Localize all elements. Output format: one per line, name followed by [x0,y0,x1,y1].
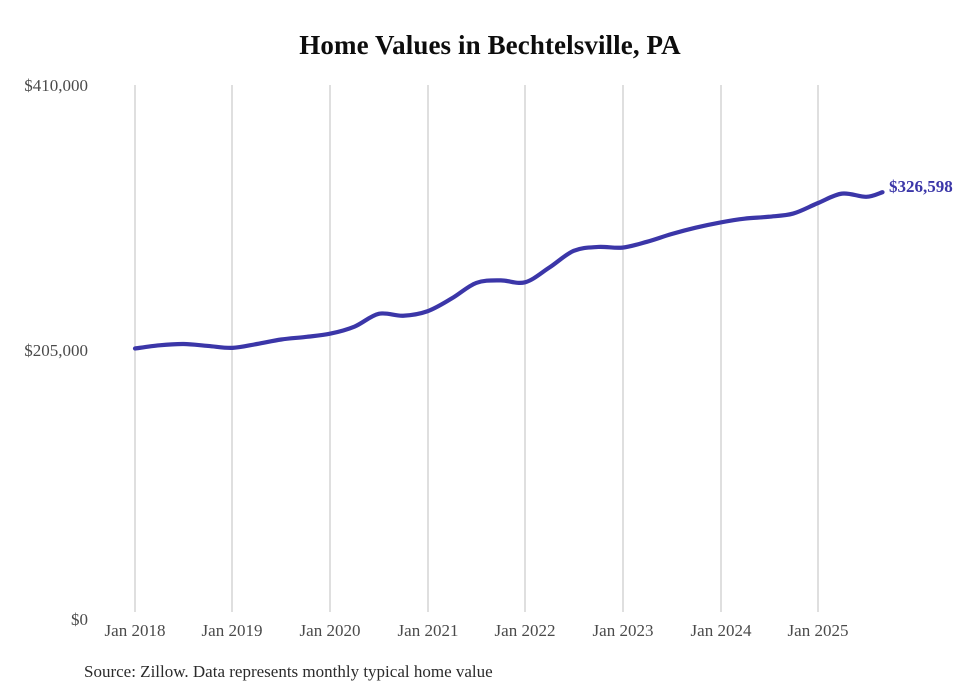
home-value-line [132,190,885,351]
x-tick-label-jan-2024: Jan 2024 [690,621,752,640]
y-tick-label-0: $0 [71,610,88,629]
x-tick-label-jan-2019: Jan 2019 [201,621,263,640]
chart-title: Home Values in Bechtelsville, PA [299,30,681,60]
x-tick-label-jan-2022: Jan 2022 [494,621,556,640]
x-tick-label-jan-2025: Jan 2025 [787,621,849,640]
x-tick-label-jan-2023: Jan 2023 [592,621,654,640]
y-tick-label-410000: $410,000 [24,76,88,95]
y-tick-label-205000: $205,000 [24,341,88,360]
x-tick-label-jan-2021: Jan 2021 [397,621,459,640]
x-tick-label-jan-2020: Jan 2020 [299,621,361,640]
source-note: Source: Zillow. Data represents monthly … [84,662,493,681]
x-tick-label-jan-2018: Jan 2018 [104,621,166,640]
end-value-annotation: $326,598 [889,177,953,196]
